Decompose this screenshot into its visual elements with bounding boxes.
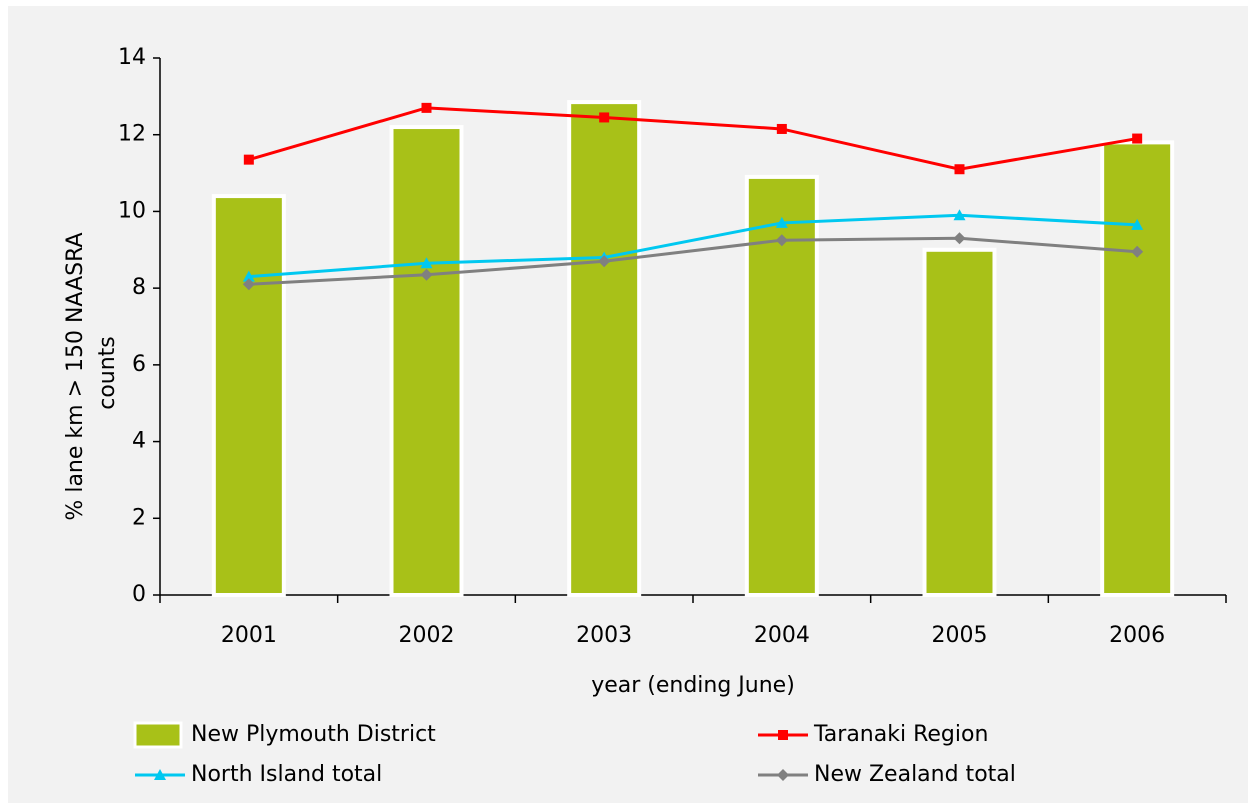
x-tick-label: 2003 [576,623,632,648]
legend-label: Taranaki Region [813,722,988,747]
y-axis-title-line: counts [95,336,120,410]
line-marker [242,270,255,282]
legend-label: North Island total [191,762,382,787]
line-marker [953,232,966,245]
legend-marker [777,769,789,781]
line [248,236,1138,286]
bar [211,194,286,597]
legend-swatch [133,721,183,749]
y-tick-label: 8 [132,275,146,300]
x-tick-label: 2004 [754,623,810,648]
line-marker [954,164,965,175]
line-marker [775,216,788,228]
y-tick-label: 12 [118,122,146,147]
bar [1100,140,1175,597]
y-axis-title-line: % lane km > 150 NAASRA [63,232,88,520]
line-marker [421,102,432,113]
legend-marker [154,769,166,780]
line-marker [775,234,788,247]
y-tick-label: 10 [118,198,146,223]
bar [389,125,464,598]
y-axis-title: % lane km > 150 NAASRA counts [63,225,120,520]
line-marker [953,209,966,221]
y-tick-label: 4 [132,429,146,454]
bar [922,247,997,598]
line-marker [599,112,610,123]
line-marker [243,154,254,165]
line-marker [1131,218,1144,230]
y-tick-label: 6 [132,352,146,377]
bar [567,100,642,597]
y-tick-label: 2 [132,505,146,530]
x-tick-label: 2005 [932,623,988,648]
line-marker [598,255,611,268]
line-marker [420,257,433,269]
line [248,106,1138,171]
line-marker [242,278,255,291]
legend-label: New Zealand total [814,762,1016,787]
y-tick-label: 14 [118,45,146,70]
line-marker [1132,133,1143,144]
line-marker [420,268,433,281]
legend-label: New Plymouth District [191,722,436,747]
y-tick-label: 0 [132,582,146,607]
x-axis-title: year (ending June) [591,673,795,698]
legend-marker [778,730,788,740]
line-marker [1131,245,1144,258]
line-marker [776,123,787,134]
x-tick-label: 2006 [1109,623,1165,648]
bar [744,174,819,598]
line [248,213,1138,279]
x-tick-label: 2001 [221,623,277,648]
x-tick-label: 2002 [399,623,455,648]
